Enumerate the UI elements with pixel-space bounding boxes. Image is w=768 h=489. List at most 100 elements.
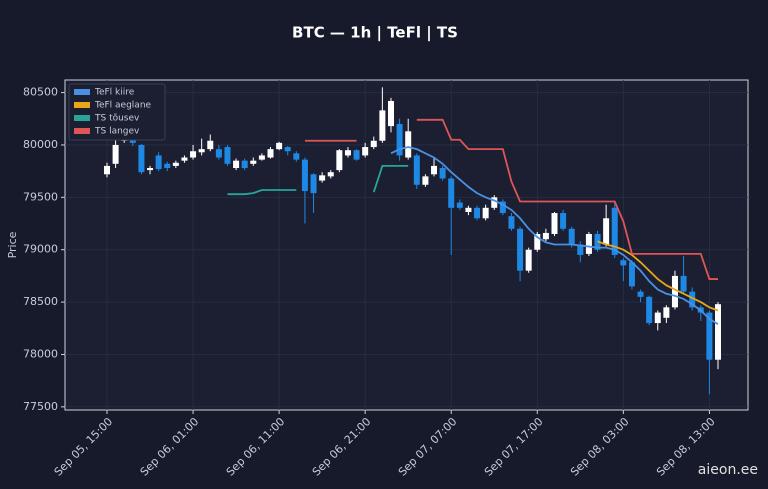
candle-body <box>628 262 635 287</box>
y-tick-label: 79000 <box>23 243 58 256</box>
indicator-line <box>416 118 718 280</box>
y-tick-label: 77500 <box>23 400 58 413</box>
candle-body <box>370 140 377 148</box>
candle-body <box>585 234 592 254</box>
candle-body <box>456 202 463 208</box>
candle-body <box>715 304 721 360</box>
candle-body <box>233 160 240 168</box>
y-tick-label: 80000 <box>23 138 58 151</box>
x-tick-label: Sep 08, 03:00 <box>568 415 632 479</box>
candle-body <box>319 175 326 181</box>
candle-body <box>190 151 197 158</box>
candle-body <box>104 165 110 175</box>
candle-body <box>663 307 670 318</box>
candle-body <box>405 131 412 158</box>
candle-body <box>431 165 438 175</box>
candle-body <box>577 244 584 255</box>
candle-body <box>646 296 653 324</box>
candle-body <box>620 260 627 266</box>
candle-body <box>568 228 575 245</box>
legend-swatch <box>74 102 90 108</box>
indicator-line <box>227 189 297 196</box>
candle-body <box>164 163 171 168</box>
candle-body <box>258 155 265 160</box>
x-tick-label: Sep 07, 07:00 <box>396 415 460 479</box>
candle-body <box>508 216 515 229</box>
candle-body <box>224 147 231 164</box>
candle-body <box>542 232 549 240</box>
candle-body <box>301 159 308 192</box>
indicator-line <box>372 165 409 193</box>
candle-body <box>551 213 558 234</box>
x-tick-label: Sep 06, 21:00 <box>310 415 374 479</box>
x-tick-label: Sep 06, 11:00 <box>224 415 288 479</box>
candle-body <box>560 213 567 229</box>
y-tick-label: 78000 <box>23 347 58 360</box>
indicator-line <box>390 146 719 325</box>
candle-body <box>387 100 394 127</box>
candle-body <box>379 110 386 141</box>
candle-body <box>207 140 214 150</box>
y-axis-label: Price <box>6 231 19 258</box>
legend-label: TeFl kiire <box>94 88 135 98</box>
chart-title: BTC — 1h | TeFl | TS <box>292 24 458 43</box>
candle-body <box>181 157 188 161</box>
candle-body <box>310 174 317 194</box>
candle-body <box>611 207 618 255</box>
legend-label: TS tõusev <box>94 114 140 124</box>
y-tick-label: 78500 <box>23 295 58 308</box>
x-tick-label: Sep 06, 01:00 <box>138 415 202 479</box>
candle-body <box>267 149 274 158</box>
candle-body <box>465 207 472 212</box>
watermark: aieon.ee <box>698 462 758 478</box>
candle-body <box>344 150 351 156</box>
candle-body <box>353 150 360 160</box>
candle-body <box>482 207 489 219</box>
candle-body <box>241 160 248 168</box>
candle-body <box>706 312 713 360</box>
candle-body <box>327 172 334 177</box>
plot-area <box>64 79 749 411</box>
candle-body <box>499 201 506 214</box>
legend-swatch <box>74 115 90 121</box>
candle-body <box>336 150 343 171</box>
candle-body <box>147 168 154 171</box>
candle-body <box>534 234 541 250</box>
candle-body <box>491 197 498 208</box>
candle-body <box>525 249 532 271</box>
candle-body <box>413 155 420 185</box>
candle-body <box>637 291 644 297</box>
x-tick-label: Sep 07, 17:00 <box>482 415 546 479</box>
candle-body <box>250 160 257 164</box>
candle-body <box>448 178 455 208</box>
candle-body <box>215 149 222 158</box>
candle-body <box>422 176 429 185</box>
y-tick-label: 79500 <box>23 190 58 203</box>
candle-body <box>680 275 687 292</box>
candle-body <box>172 162 179 166</box>
x-tick-label: Sep 05, 15:00 <box>52 415 116 479</box>
legend-swatch <box>74 128 90 134</box>
candle-body <box>396 124 403 156</box>
candle-body <box>138 144 145 173</box>
legend-label: TeFl aeglane <box>94 101 152 111</box>
candle-body <box>603 218 610 245</box>
indicator-line <box>597 240 719 312</box>
candle-body <box>654 312 661 324</box>
legend-box <box>68 83 166 141</box>
candle-body <box>112 144 119 164</box>
candle-body <box>474 207 481 219</box>
candle-body <box>284 147 291 152</box>
candle-body <box>198 149 205 153</box>
candle-body <box>293 153 300 160</box>
y-tick-label: 80500 <box>23 86 58 99</box>
candle-body <box>689 291 696 308</box>
candle-body <box>362 147 369 156</box>
legend-label: TS langev <box>94 127 140 137</box>
legend: TeFl kiire TeFl aeglane TS tõusev TS langev <box>68 83 166 141</box>
candle-body <box>155 155 162 170</box>
legend-swatch <box>74 89 90 95</box>
candle-body <box>671 275 678 308</box>
candle-body <box>276 142 283 150</box>
